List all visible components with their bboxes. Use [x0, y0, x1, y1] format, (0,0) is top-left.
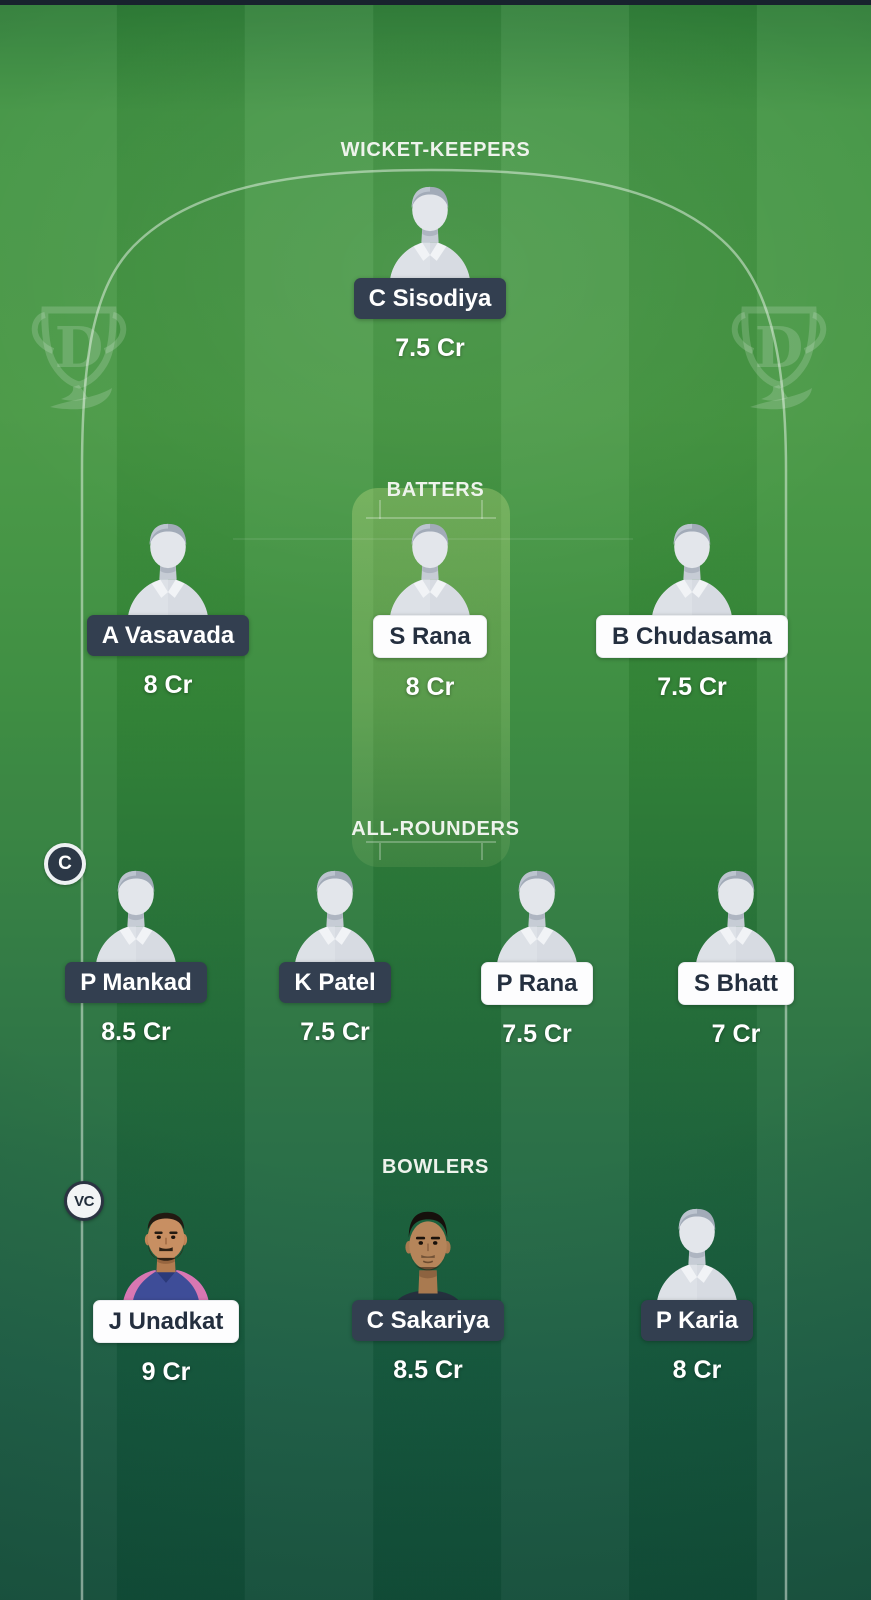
- status-bar: [0, 0, 871, 5]
- player-card-b-chudasama[interactable]: B Chudasama 7.5 Cr: [582, 520, 802, 702]
- player-avatar-silhouette: [642, 520, 742, 620]
- player-name-pill: K Patel: [279, 962, 391, 1003]
- player-photo: [111, 1205, 221, 1305]
- player-name-pill: S Bhatt: [678, 962, 794, 1005]
- player-card-s-bhatt[interactable]: S Bhatt 7 Cr: [636, 867, 836, 1049]
- player-price: 7.5 Cr: [657, 673, 727, 701]
- player-avatar-silhouette: [380, 520, 480, 620]
- player-name-pill: J Unadkat: [92, 1300, 240, 1343]
- player-avatar-silhouette: [86, 867, 186, 967]
- player-price: 7.5 Cr: [502, 1020, 572, 1048]
- section-title-bowlers: BOWLERS: [381, 1156, 490, 1178]
- player-name-pill: B Chudasama: [595, 615, 789, 658]
- player-card-c-sakariya[interactable]: C Sakariya 8.5 Cr: [318, 1205, 538, 1385]
- player-card-p-karia[interactable]: P Karia 8 Cr: [587, 1205, 807, 1385]
- dream11-trophy-watermark-left: [27, 300, 131, 414]
- section-title-batters: BATTERS: [386, 479, 485, 501]
- player-name-pill: C Sisodiya: [353, 278, 507, 319]
- player-avatar-silhouette: [647, 1205, 747, 1305]
- player-name-pill: P Karia: [640, 1300, 754, 1341]
- player-price: 7.5 Cr: [395, 334, 465, 362]
- player-price: 8 Cr: [672, 1356, 722, 1384]
- player-name-pill: S Rana: [373, 615, 487, 658]
- dream11-trophy-watermark-right: [727, 300, 831, 414]
- vice-captain-badge: VC: [64, 1181, 104, 1221]
- player-card-s-rana[interactable]: S Rana 8 Cr: [320, 520, 540, 702]
- player-card-p-rana[interactable]: P Rana 7.5 Cr: [437, 867, 637, 1049]
- player-avatar-silhouette: [285, 867, 385, 967]
- player-avatar-silhouette: [686, 867, 786, 967]
- section-title-wicket-keepers: WICKET-KEEPERS: [340, 139, 531, 161]
- player-name-pill: P Mankad: [65, 962, 207, 1003]
- section-title-all-rounders: ALL-ROUNDERS: [351, 818, 520, 840]
- player-name-pill: C Sakariya: [351, 1300, 505, 1341]
- captain-badge: C: [44, 843, 86, 885]
- player-price: 8.5 Cr: [101, 1018, 171, 1046]
- player-price: 7.5 Cr: [300, 1018, 370, 1046]
- player-photo: [373, 1205, 483, 1305]
- player-price: 7 Cr: [711, 1020, 761, 1048]
- player-card-p-mankad[interactable]: C P Mankad 8.5 Cr: [36, 843, 236, 1047]
- player-card-j-unadkat[interactable]: VC J Unadkat 9 Cr: [56, 1181, 276, 1387]
- player-price: 9 Cr: [141, 1358, 191, 1386]
- player-card-k-patel[interactable]: K Patel 7.5 Cr: [235, 867, 435, 1047]
- player-avatar-silhouette: [487, 867, 587, 967]
- player-price: 8 Cr: [143, 671, 193, 699]
- player-card-c-sisodiya[interactable]: C Sisodiya 7.5 Cr: [320, 183, 540, 363]
- player-avatar-silhouette: [118, 520, 218, 620]
- player-price: 8 Cr: [405, 673, 455, 701]
- player-name-pill: A Vasavada: [86, 615, 250, 656]
- player-price: 8.5 Cr: [393, 1356, 463, 1384]
- player-avatar-silhouette: [380, 183, 480, 283]
- player-name-pill: P Rana: [480, 962, 594, 1005]
- player-card-a-vasavada[interactable]: A Vasavada 8 Cr: [58, 520, 278, 700]
